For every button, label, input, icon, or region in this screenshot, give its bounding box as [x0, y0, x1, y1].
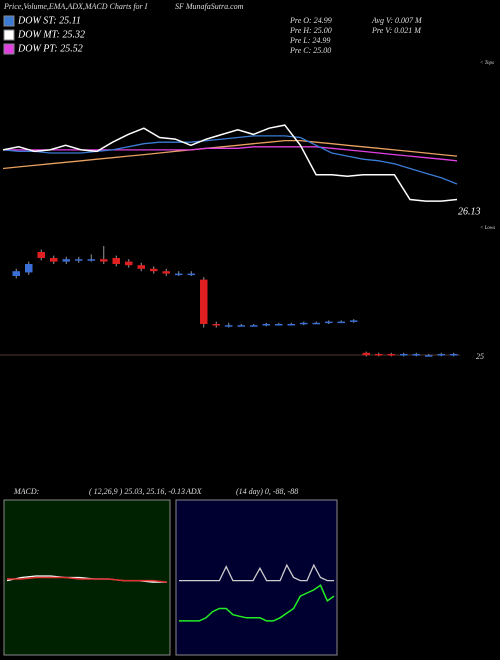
candle-body — [37, 252, 45, 258]
candle-body — [300, 322, 308, 325]
panel-background — [175, 499, 338, 656]
candle-body — [12, 271, 20, 276]
candle-body — [400, 354, 408, 356]
candle-body — [262, 324, 270, 326]
candle-body — [125, 261, 133, 266]
candle-body — [375, 354, 383, 356]
candle-body — [225, 325, 233, 327]
series-line — [2, 135, 458, 185]
pre-open: Pre O: 24.99 — [289, 16, 332, 25]
candle-body — [25, 264, 33, 273]
tops-label: < Tops — [480, 61, 494, 66]
candle-body — [450, 354, 458, 356]
candle-body — [187, 273, 195, 276]
legend-label: DOW MT: 25.32 — [17, 29, 85, 40]
candle-body — [175, 273, 183, 276]
candle-body — [362, 352, 370, 356]
series-line — [2, 139, 458, 170]
avg-volume: Avg V: 0.007 M — [371, 16, 423, 25]
legend-label: DOW PT: 25.52 — [17, 43, 83, 54]
candle-body — [162, 271, 170, 274]
series-line — [2, 124, 458, 202]
lows-label: < Lows — [480, 226, 495, 231]
candle-body — [387, 354, 395, 356]
pre-low: Pre L: 24.99 — [289, 36, 330, 45]
candle-body — [275, 324, 283, 326]
legend-swatch — [3, 15, 15, 27]
candle-body — [150, 268, 158, 272]
pre-close: Pre C: 25.00 — [289, 46, 331, 55]
series-line — [7, 576, 168, 583]
candle-body — [337, 321, 345, 324]
candle-body — [100, 259, 108, 262]
candle-body — [312, 322, 320, 325]
panel-title: MACD: — [13, 487, 40, 496]
pre-high: Pre H: 25.00 — [289, 26, 332, 35]
candle-body — [75, 259, 83, 261]
candle-body — [212, 324, 220, 326]
candle-body — [250, 325, 258, 327]
candle-body — [137, 265, 145, 269]
candle-body — [200, 279, 208, 324]
candle-body — [87, 259, 95, 261]
value-label: 26.13 — [458, 206, 481, 217]
title-right: SF MunafaSutra.com — [175, 2, 244, 11]
candle-body — [425, 355, 433, 357]
value-label: 25 — [476, 352, 484, 361]
candle-body — [62, 259, 70, 262]
series-line — [179, 584, 335, 622]
candle-body — [325, 321, 333, 324]
candle-body — [437, 354, 445, 356]
legend-label: DOW ST: 25.11 — [17, 15, 81, 26]
candle-body — [412, 354, 420, 356]
candle-body — [50, 258, 58, 262]
candle-body — [287, 324, 295, 326]
pre-volume: Pre V: 0.021 M — [371, 26, 422, 35]
candle-body — [237, 325, 245, 327]
panel-title: ADX — [185, 487, 203, 496]
series-line — [179, 563, 334, 582]
panel-subtitle: (14 day) 0, -88, -88 — [236, 487, 298, 496]
candle-body — [350, 320, 358, 322]
title-left: Price,Volume,EMA,ADX,MACD Charts for I — [3, 2, 148, 11]
legend-swatch — [3, 43, 15, 55]
panel-subtitle: ( 12,26,9 ) 25.03, 25.16, -0.13 — [89, 487, 185, 496]
legend-swatch — [3, 29, 15, 41]
candle-body — [112, 258, 120, 264]
